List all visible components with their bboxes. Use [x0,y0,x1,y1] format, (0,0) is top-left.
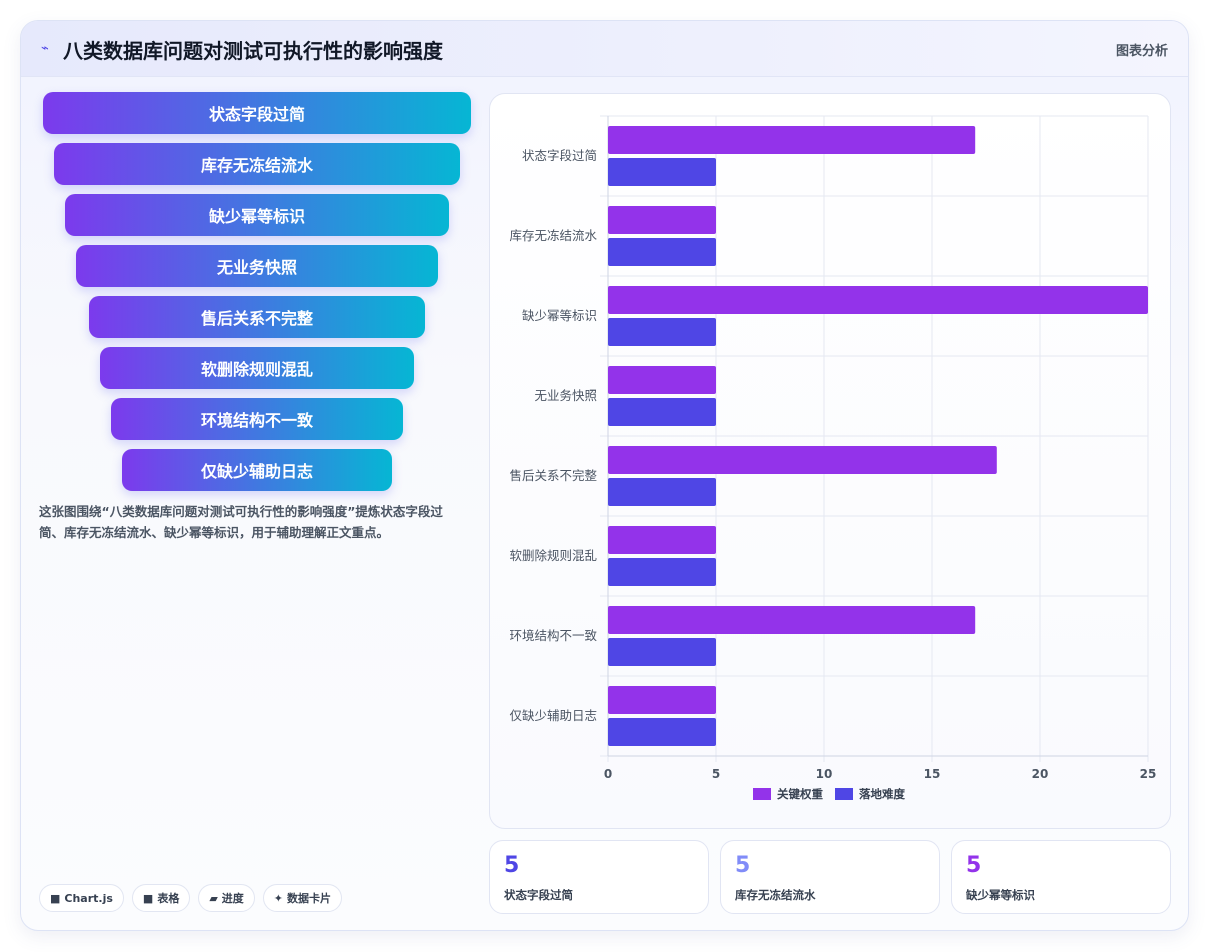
stat-value: 5 [735,853,751,878]
y-tick-label: 售后关系不完整 [509,468,597,483]
sparkle-icon: ✦ [273,891,284,905]
x-tick-label: 5 [712,767,720,781]
stat-label: 缺少幂等标识 [966,888,1035,902]
y-tick-label: 库存无冻结流水 [509,228,597,243]
main-card: ⌁ 八类数据库问题对测试可执行性的影响强度 图表分析 状态字段过简 库存无冻结流… [20,20,1189,931]
chart-line-icon: ⌁ [41,41,49,56]
y-tick-label: 无业务快照 [534,388,597,403]
header-tag: 图表分析 [1115,44,1168,59]
funnel-item: 状态字段过简 [43,92,471,134]
bar-chart: 状态字段过简库存无冻结流水缺少幂等标识无业务快照售后关系不完整软删除规则混乱环境… [509,115,1157,801]
pill-label: 数据卡片 [287,892,332,905]
bar [608,686,716,714]
funnel-item: 缺少幂等标识 [65,194,449,236]
bar [608,478,716,506]
y-tick-label: 仅缺少辅助日志 [509,708,597,723]
header: ⌁ 八类数据库问题对测试可执行性的影响强度 图表分析 [21,21,1188,77]
pill-data-card[interactable]: ✦ 数据卡片 [262,884,343,912]
stat-card: 5 库存无冻结流水 [720,840,940,914]
chart-panel: 状态字段过简库存无冻结流水缺少幂等标识无业务快照售后关系不完整 软删除规则混乱 环境… [489,93,1171,829]
pill-label: 进度 [221,892,244,905]
page-title: 八类数据库问题对测试可执行性的影响强度 [63,39,443,63]
bar [608,526,716,554]
x-tick-label: 0 [604,767,612,781]
bar [608,606,976,634]
x-tick-label: 20 [1032,767,1049,781]
stat-label: 状态字段过简 [504,888,573,902]
x-tick-label: 15 [924,767,941,781]
progress-icon: ▰ [209,891,218,905]
bar [608,558,716,586]
pill-label: Chart.js [64,891,113,905]
bar [608,158,716,186]
bar [608,286,1148,314]
x-tick-label: 25 [1140,767,1157,781]
bar [608,398,716,426]
stat-value: 5 [504,853,520,878]
pill-table[interactable]: ■ 表格 [131,884,191,912]
funnel-item: 库存无冻结流水 [54,143,460,185]
pill-label: 表格 [157,892,180,905]
y-tick-label: 软删除规则混乱 [509,548,597,563]
y-tick-label: 缺少幂等标识 [522,308,597,323]
table-icon: ■ [142,891,154,905]
bar [608,126,976,154]
legend-label: 关键权重 [777,787,823,801]
stat-label: 库存无冻结流水 [735,888,816,902]
bar [608,638,716,666]
stat-card: 5 状态字段过简 [489,840,709,914]
legend-label: 落地难度 [859,787,905,801]
bar [608,206,716,234]
bar [608,446,997,474]
bar [608,366,716,394]
y-tick-label: 状态字段过简 [522,148,597,163]
pill-progress[interactable]: ▰ 进度 [198,884,255,912]
bar [608,238,716,266]
feature-pills: ■ Chart.js ■ 表格 ▰ 进度 ✦ 数据卡片 [39,884,343,912]
square-icon: ■ [50,891,61,905]
funnel-item: 环境结构不一致 [111,398,403,440]
funnel-item: 无业务快照 [76,245,438,287]
x-tick-label: 10 [816,767,833,781]
funnel-item: 软删除规则混乱 [100,347,414,389]
legend-swatch [835,788,853,800]
chart-description: 这张图围绕“八类数据库问题对测试可执行性的影响强度”提炼状态字段过简、库存无冻结… [39,504,443,540]
bar [608,718,716,746]
funnel-item: 仅缺少辅助日志 [122,449,392,491]
pill-chartjs[interactable]: ■ Chart.js [39,884,124,912]
stat-value: 5 [966,853,982,878]
y-tick-label: 环境结构不一致 [509,628,597,643]
legend-swatch [753,788,771,800]
funnel-item: 售后关系不完整 [89,296,425,338]
bar [608,318,716,346]
stat-card: 5 缺少幂等标识 [951,840,1171,914]
